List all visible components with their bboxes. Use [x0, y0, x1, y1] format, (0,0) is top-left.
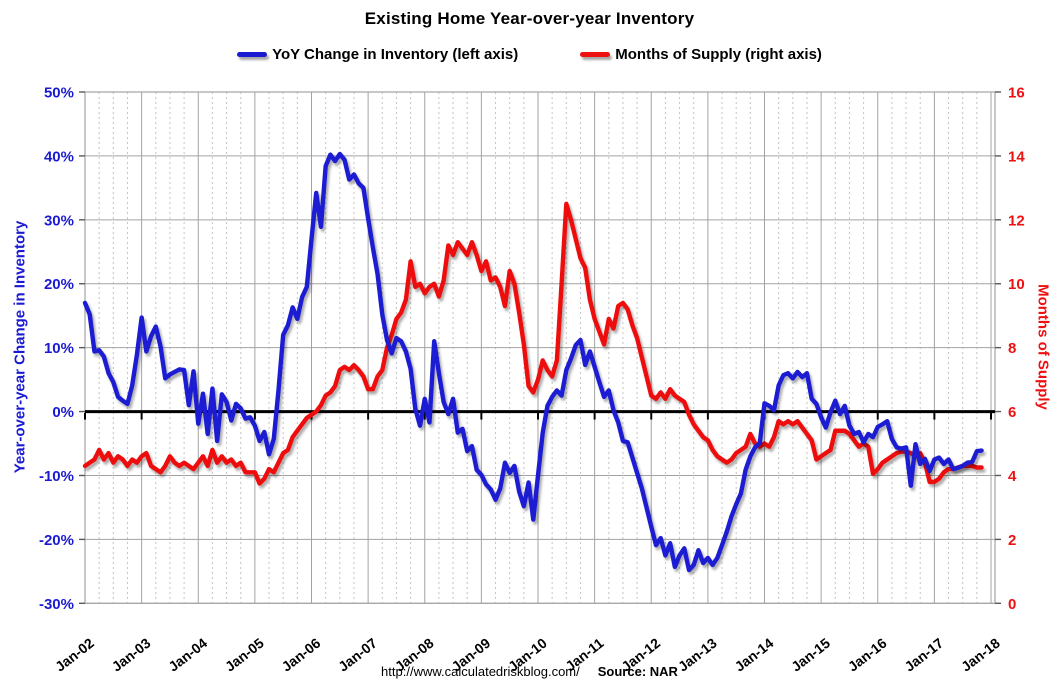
right-tick-label: 10 — [1008, 276, 1025, 293]
right-tick-label: 12 — [1008, 212, 1025, 229]
left-axis-tick-labels: 50% 40% 30% 20% 10% 0% -10% -20% -30% — [39, 85, 74, 613]
left-tick-label: 50% — [44, 85, 74, 102]
legend-label-yoy: YoY Change in Inventory (left axis) — [272, 46, 519, 63]
legend-item-yoy: YoY Change in Inventory (left axis) — [237, 46, 518, 63]
footer: http://www.calculatedriskblog.com/Source… — [0, 664, 1059, 679]
left-tick-label: -20% — [39, 532, 74, 549]
legend-item-supply: Months of Supply (right axis) — [580, 46, 822, 63]
left-tick-label: 20% — [44, 276, 74, 293]
left-tick-label: 40% — [44, 148, 74, 165]
blue-line-swatch — [237, 52, 268, 57]
right-tick-label: 16 — [1008, 85, 1025, 102]
footer-source: Source: NAR — [597, 664, 678, 679]
footer-url: http://www.calculatedriskblog.com/ — [381, 664, 580, 679]
legend: YoY Change in Inventory (left axis) Mont… — [0, 46, 1059, 63]
red-line-swatch — [580, 52, 611, 57]
left-tick-label: -30% — [39, 596, 74, 613]
right-axis-tick-labels: 16 14 12 10 8 6 4 2 0 — [1008, 85, 1025, 613]
left-tick-label: 0% — [52, 404, 74, 421]
right-tick-label: 0 — [1008, 596, 1016, 613]
major-gridlines — [84, 91, 996, 604]
legend-label-supply: Months of Supply (right axis) — [615, 46, 822, 63]
right-tick-label: 6 — [1008, 404, 1016, 421]
chart-title: Existing Home Year-over-year Inventory — [364, 9, 695, 28]
left-tick-label: -10% — [39, 468, 74, 485]
right-tick-label: 14 — [1008, 148, 1025, 165]
axis-ticks — [79, 91, 1001, 604]
right-tick-label: 4 — [1008, 468, 1017, 485]
left-tick-label: 30% — [44, 212, 74, 229]
yoy-inventory-line — [82, 151, 984, 573]
right-tick-label: 8 — [1008, 340, 1016, 357]
left-tick-label: 10% — [44, 340, 74, 357]
months-of-supply-line — [82, 201, 984, 486]
right-tick-label: 2 — [1008, 532, 1016, 549]
